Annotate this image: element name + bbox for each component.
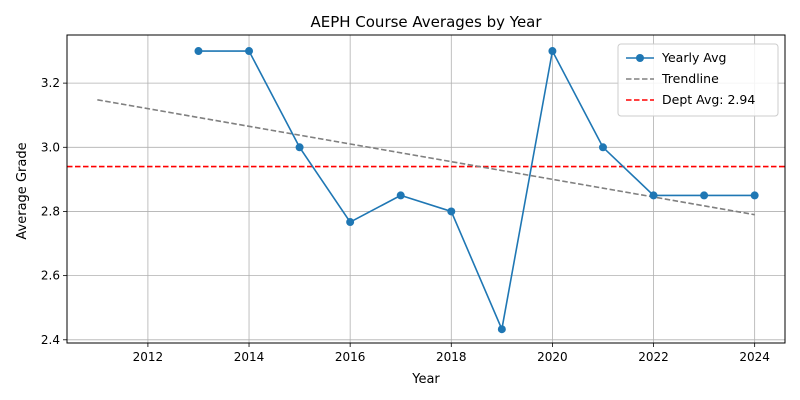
yearly-avg-point bbox=[649, 191, 658, 200]
x-tick-label: 2016 bbox=[335, 350, 366, 364]
y-tick-label: 2.8 bbox=[41, 204, 60, 218]
y-tick-label: 3.2 bbox=[41, 76, 60, 90]
x-tick-label: 2018 bbox=[436, 350, 467, 364]
yearly-avg-point bbox=[598, 143, 607, 152]
y-tick-label: 2.4 bbox=[41, 333, 60, 347]
x-tick-label: 2022 bbox=[638, 350, 669, 364]
yearly-avg-point bbox=[295, 143, 304, 152]
yearly-avg-point bbox=[497, 325, 506, 334]
yearly-avg-point bbox=[194, 47, 203, 56]
axis-ticks: 2012 2014 2016 2018 2020 2022 2024 2.4 2.6 2.8 3.0… bbox=[41, 76, 770, 364]
yearly-avg-point bbox=[396, 191, 405, 200]
y-axis-label: Average Grade bbox=[15, 142, 30, 239]
yearly-avg-point bbox=[548, 47, 557, 56]
x-tick-label: 2014 bbox=[234, 350, 265, 364]
series-layer bbox=[97, 47, 759, 334]
yearly-avg-point bbox=[750, 191, 759, 200]
legend-label-dept-avg: Dept Avg: 2.94 bbox=[662, 92, 755, 107]
yearly-avg-point bbox=[346, 218, 355, 227]
chart-title: AEPH Course Averages by Year bbox=[310, 13, 542, 31]
yearly-avg-point bbox=[700, 191, 709, 200]
x-tick-label: 2012 bbox=[133, 350, 164, 364]
plot-frame bbox=[66, 34, 786, 344]
y-tick-label: 3.0 bbox=[41, 140, 60, 154]
y-tick-label: 2.6 bbox=[41, 269, 60, 283]
legend: Yearly Avg Trendline Dept Avg: 2.94 bbox=[617, 43, 779, 117]
x-axis-label: Year bbox=[411, 372, 440, 387]
legend-label-trendline: Trendline bbox=[661, 71, 719, 86]
legend-marker-yearly-avg bbox=[636, 54, 644, 62]
trendline bbox=[97, 99, 755, 216]
x-tick-label: 2024 bbox=[739, 350, 770, 364]
legend-label-yearly-avg: Yearly Avg bbox=[661, 50, 726, 65]
yearly-avg-line bbox=[198, 48, 755, 332]
yearly-avg-point bbox=[245, 47, 254, 56]
x-tick-label: 2020 bbox=[537, 350, 568, 364]
yearly-avg-point bbox=[447, 207, 456, 216]
legend-box bbox=[617, 43, 779, 117]
